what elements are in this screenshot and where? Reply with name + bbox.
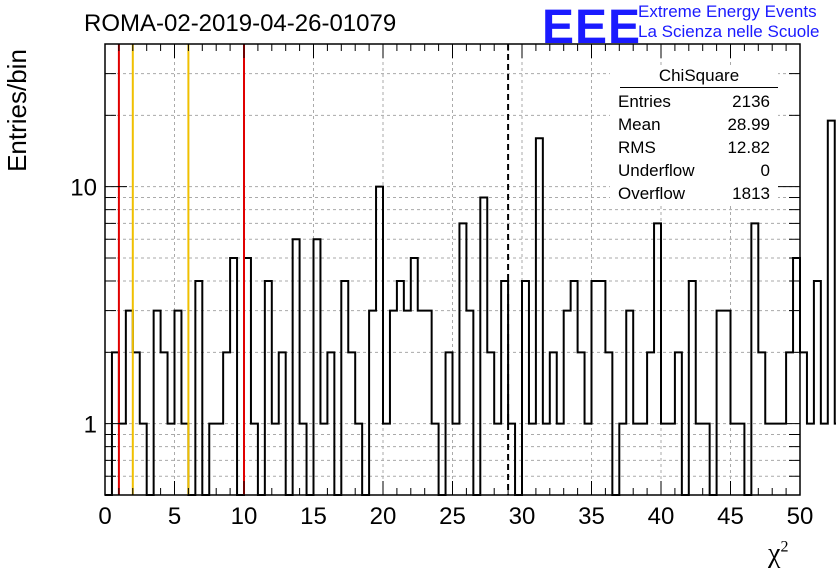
histogram-bin — [807, 424, 814, 495]
stats-label: RMS — [618, 138, 656, 157]
histogram-bin — [293, 239, 300, 495]
histogram-bin — [175, 311, 182, 495]
stats-row: Entries 2136 — [610, 90, 778, 113]
stats-row: Mean 28.99 — [610, 113, 778, 136]
histogram-bin — [411, 258, 418, 495]
x-tick-label: 5 — [168, 503, 181, 530]
histogram-bin — [126, 311, 133, 495]
histogram-bin — [341, 281, 348, 495]
histogram-bin — [154, 311, 161, 495]
stats-row: Overflow 1813 — [610, 182, 778, 205]
histogram-bin — [654, 223, 661, 495]
stats-label: Mean — [618, 115, 661, 134]
histogram-bin — [404, 311, 411, 495]
histogram-bin — [689, 281, 696, 495]
stats-row: Underflow 0 — [610, 159, 778, 182]
x-axis-label: χ2 — [768, 538, 789, 569]
histogram-bin — [717, 311, 724, 495]
histogram-bin — [724, 311, 731, 495]
x-tick-label: 0 — [98, 503, 111, 530]
y-axis-label: Entries/bin — [1, 49, 32, 172]
y-tick-label: 1 — [84, 412, 97, 439]
stats-box: ChiSquare Entries 2136 Mean 28.99 RMS 12.82… — [610, 66, 778, 205]
eee-logo-line2: La Scienza nelle Scuole — [638, 22, 820, 41]
histogram-bin — [195, 281, 202, 495]
histogram-bin — [564, 311, 571, 495]
histogram-bin — [626, 311, 633, 495]
histogram-bin — [466, 311, 473, 495]
histogram-bin — [265, 281, 272, 495]
histogram-line — [105, 119, 836, 496]
histogram-bin — [418, 311, 425, 495]
histogram-bin — [522, 281, 529, 495]
chart-title: ROMA-02-2019-04-26-01079 — [84, 10, 397, 37]
stats-value: 2136 — [732, 92, 770, 111]
histogram-bin — [459, 223, 466, 495]
x-tick-label: 25 — [439, 503, 466, 530]
x-tick-label: 35 — [578, 503, 605, 530]
stats-label: Entries — [618, 92, 671, 111]
histogram-bin — [800, 352, 807, 495]
x-tick-label: 20 — [370, 503, 397, 530]
histogram-bin — [821, 424, 828, 495]
x-tick-label: 15 — [300, 503, 327, 530]
stats-label: Overflow — [618, 184, 686, 203]
stats-value: 1813 — [732, 184, 770, 203]
histogram-bin — [397, 281, 404, 495]
histogram-bin — [314, 239, 321, 495]
y-tick-label: 10 — [70, 175, 97, 202]
stats-value: 28.99 — [727, 115, 770, 134]
histogram-bin — [480, 198, 487, 495]
eee-logo-line1: Extreme Energy Events — [638, 2, 817, 21]
histogram-bin — [592, 281, 599, 495]
x-tick-label: 50 — [787, 503, 814, 530]
histogram-bin — [369, 311, 376, 495]
stats-label: Underflow — [618, 161, 695, 180]
stats-row: RMS 12.82 — [610, 136, 778, 159]
histogram-bin — [793, 258, 800, 495]
eee-logo-text: Extreme Energy Events La Scienza nelle S… — [638, 2, 819, 42]
histogram-bin — [536, 138, 543, 495]
stats-value: 12.82 — [727, 138, 770, 157]
stats-value: 0 — [760, 161, 770, 180]
histogram-bin — [244, 258, 251, 495]
x-tick-label: 10 — [231, 503, 258, 530]
x-tick-label: 45 — [717, 503, 744, 530]
histogram-bin — [376, 187, 383, 495]
histogram-bin — [501, 281, 508, 495]
histogram-bin — [571, 281, 578, 495]
histogram-bin — [390, 311, 397, 495]
x-tick-label: 40 — [648, 503, 675, 530]
histogram-bin — [598, 281, 605, 495]
histogram-bin — [814, 281, 821, 495]
histogram-bin — [751, 223, 758, 495]
histogram-bin — [828, 121, 835, 495]
eee-logo: EEE — [542, 1, 642, 54]
x-tick-label: 30 — [509, 503, 536, 530]
histogram-bin — [230, 258, 237, 495]
histogram-bin — [425, 311, 432, 495]
stats-title: ChiSquare — [620, 66, 778, 88]
